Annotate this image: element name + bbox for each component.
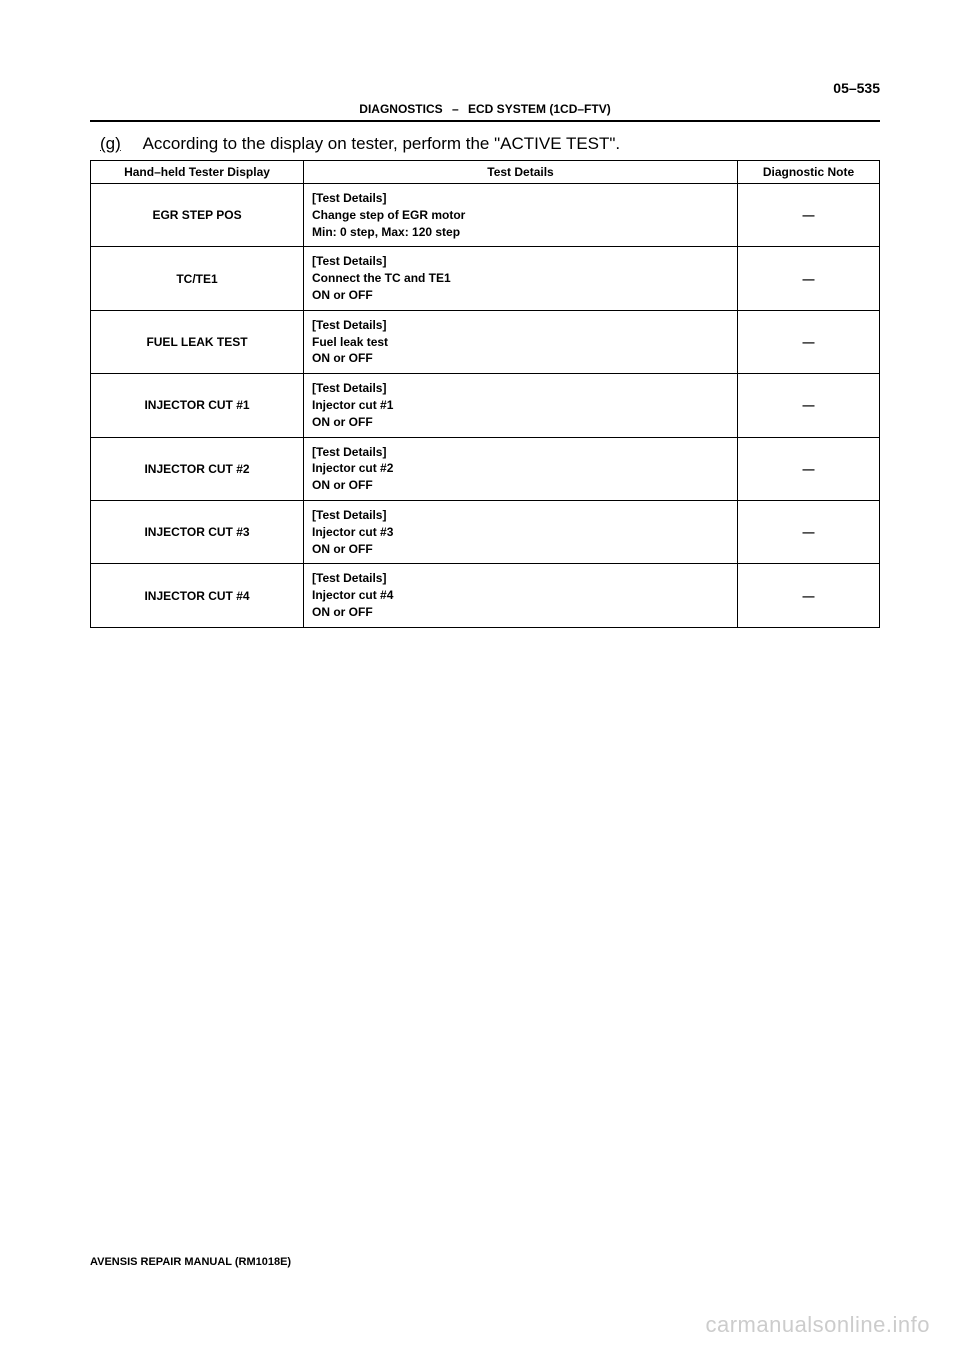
cell-details: [Test Details]Injector cut #3ON or OFF bbox=[304, 500, 738, 563]
cell-display: INJECTOR CUT #4 bbox=[91, 564, 304, 627]
cell-note: — bbox=[737, 374, 879, 437]
table-row: TC/TE1 [Test Details]Connect the TC and … bbox=[91, 247, 880, 310]
cell-display: TC/TE1 bbox=[91, 247, 304, 310]
cell-note: — bbox=[737, 437, 879, 500]
instruction-line: (g) According to the display on tester, … bbox=[90, 134, 880, 154]
active-test-table: Hand–held Tester Display Test Details Di… bbox=[90, 160, 880, 628]
cell-display: INJECTOR CUT #2 bbox=[91, 437, 304, 500]
cell-note: — bbox=[737, 500, 879, 563]
table-row: INJECTOR CUT #2 [Test Details]Injector c… bbox=[91, 437, 880, 500]
page-number: 05–535 bbox=[90, 80, 880, 96]
header-right: ECD SYSTEM (1CD–FTV) bbox=[468, 102, 611, 116]
table-body: EGR STEP POS [Test Details]Change step o… bbox=[91, 184, 880, 628]
cell-display: INJECTOR CUT #3 bbox=[91, 500, 304, 563]
instruction-text: According to the display on tester, perf… bbox=[143, 134, 621, 153]
table-row: INJECTOR CUT #4 [Test Details]Injector c… bbox=[91, 564, 880, 627]
header-line: DIAGNOSTICS – ECD SYSTEM (1CD–FTV) bbox=[90, 102, 880, 122]
cell-note: — bbox=[737, 564, 879, 627]
cell-details: [Test Details]Fuel leak testON or OFF bbox=[304, 310, 738, 373]
cell-display: EGR STEP POS bbox=[91, 184, 304, 247]
header-left: DIAGNOSTICS bbox=[359, 102, 442, 116]
cell-display: INJECTOR CUT #1 bbox=[91, 374, 304, 437]
cell-note: — bbox=[737, 310, 879, 373]
cell-details: [Test Details]Change step of EGR motorMi… bbox=[304, 184, 738, 247]
page-container: 05–535 DIAGNOSTICS – ECD SYSTEM (1CD–FTV… bbox=[0, 0, 960, 668]
table-header-row: Hand–held Tester Display Test Details Di… bbox=[91, 161, 880, 184]
cell-details: [Test Details]Connect the TC and TE1ON o… bbox=[304, 247, 738, 310]
table-row: FUEL LEAK TEST [Test Details]Fuel leak t… bbox=[91, 310, 880, 373]
cell-display: FUEL LEAK TEST bbox=[91, 310, 304, 373]
instruction-prefix: (g) bbox=[100, 134, 121, 153]
header-dash: – bbox=[452, 102, 459, 116]
watermark: carmanualsonline.info bbox=[705, 1312, 930, 1338]
table-row: INJECTOR CUT #1 [Test Details]Injector c… bbox=[91, 374, 880, 437]
cell-details: [Test Details]Injector cut #2ON or OFF bbox=[304, 437, 738, 500]
cell-details: [Test Details]Injector cut #1ON or OFF bbox=[304, 374, 738, 437]
cell-note: — bbox=[737, 247, 879, 310]
cell-details: [Test Details]Injector cut #4ON or OFF bbox=[304, 564, 738, 627]
col-header-note: Diagnostic Note bbox=[737, 161, 879, 184]
col-header-display: Hand–held Tester Display bbox=[91, 161, 304, 184]
cell-note: — bbox=[737, 184, 879, 247]
footer-text: AVENSIS REPAIR MANUAL (RM1018E) bbox=[90, 1256, 291, 1268]
table-row: EGR STEP POS [Test Details]Change step o… bbox=[91, 184, 880, 247]
col-header-details: Test Details bbox=[304, 161, 738, 184]
table-row: INJECTOR CUT #3 [Test Details]Injector c… bbox=[91, 500, 880, 563]
